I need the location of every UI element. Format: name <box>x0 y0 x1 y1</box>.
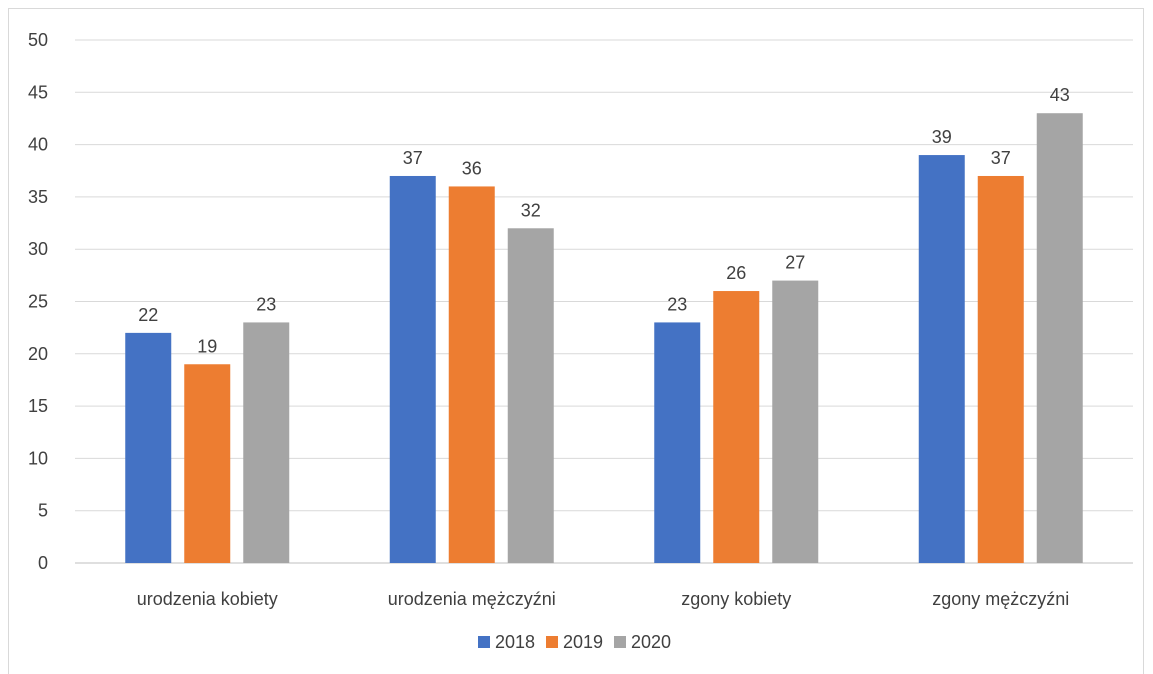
data-label: 36 <box>462 158 482 178</box>
legend-swatch <box>546 636 558 648</box>
data-label: 43 <box>1050 85 1070 105</box>
y-tick-label: 45 <box>28 82 48 102</box>
bar-2019-3 <box>977 175 1024 564</box>
y-tick-label: 5 <box>38 501 48 521</box>
legend: 2018 2019 2020 <box>478 632 671 652</box>
bar-2018-3 <box>918 155 965 563</box>
data-label: 27 <box>785 253 805 273</box>
bar-2019-2 <box>713 291 760 563</box>
chart-frame <box>8 8 1144 674</box>
y-tick-label: 20 <box>28 344 48 364</box>
y-tick-label: 0 <box>38 553 48 573</box>
y-tick-label: 25 <box>28 292 48 312</box>
x-category-label: zgony kobiety <box>681 589 791 609</box>
data-label: 19 <box>197 336 217 356</box>
bar-2018-1 <box>389 175 436 564</box>
y-tick-label: 15 <box>28 396 48 416</box>
bar-2020-0 <box>243 322 290 563</box>
y-tick-label: 40 <box>28 135 48 155</box>
gridlines <box>75 39 1133 564</box>
legend-label: 2018 <box>495 632 535 652</box>
y-tick-label: 50 <box>28 30 48 50</box>
data-label: 22 <box>138 305 158 325</box>
y-axis: 0 5 10 15 20 25 30 35 40 45 50 <box>28 30 48 573</box>
data-labels: 22 19 23 37 36 32 23 26 27 39 37 43 <box>138 85 1070 356</box>
y-tick-label: 30 <box>28 239 48 259</box>
data-label: 23 <box>667 294 687 314</box>
bar-2019-1 <box>448 186 495 563</box>
legend-label: 2020 <box>631 632 671 652</box>
bar-2019-0 <box>184 364 231 563</box>
legend-swatch <box>614 636 626 648</box>
x-axis: urodzenia kobiety urodzenia mężczyźni zgon… <box>137 589 1070 609</box>
x-category-label: zgony mężczyźni <box>932 589 1069 609</box>
bar-2020-3 <box>1036 113 1083 563</box>
legend-label: 2019 <box>563 632 603 652</box>
x-category-label: urodzenia kobiety <box>137 589 278 609</box>
data-label: 37 <box>403 148 423 168</box>
bar-2020-2 <box>772 280 819 563</box>
bars <box>125 113 1083 564</box>
bar-2018-2 <box>654 322 701 563</box>
data-label: 23 <box>256 294 276 314</box>
bar-2020-1 <box>507 228 554 563</box>
bar-2018-0 <box>125 332 172 563</box>
data-label: 39 <box>932 127 952 147</box>
data-label: 26 <box>726 263 746 283</box>
x-category-label: urodzenia mężczyźni <box>388 589 556 609</box>
y-tick-label: 35 <box>28 187 48 207</box>
legend-swatch <box>478 636 490 648</box>
data-label: 37 <box>991 148 1011 168</box>
data-label: 32 <box>521 200 541 220</box>
y-tick-label: 10 <box>28 448 48 468</box>
